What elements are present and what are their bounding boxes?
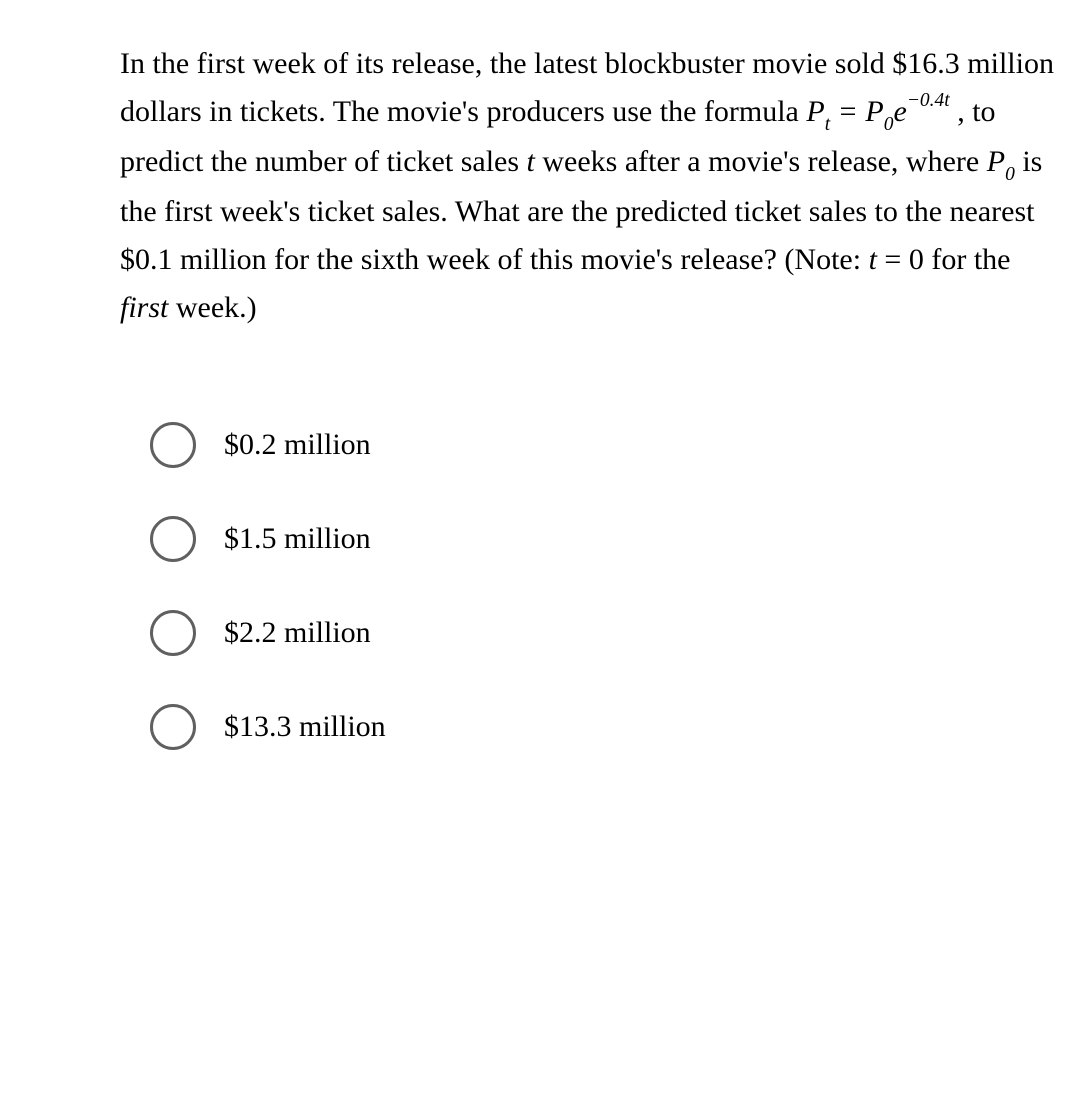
question-P0-P: P [987,145,1005,178]
option-c-label: $2.2 million [224,616,371,650]
formula-exp: −0.4t [907,90,950,111]
note-t: t [869,243,877,276]
note-first: first [120,291,168,324]
option-a-label: $0.2 million [224,428,371,462]
question-text: In the first week of its release, the la… [120,40,1065,332]
radio-icon[interactable] [150,704,196,750]
question-P0-0: 0 [1005,164,1015,185]
radio-icon[interactable] [150,516,196,562]
formula-eq: = [830,95,865,128]
formula: Pt = P0e−0.4t [806,95,957,128]
note-end: week.) [168,291,256,324]
formula-P0: P [865,95,883,128]
options-list: $0.2 million $1.5 million $2.2 million $… [150,422,1065,750]
option-c[interactable]: $2.2 million [150,610,1065,656]
formula-sub-0: 0 [884,114,894,135]
radio-icon[interactable] [150,422,196,468]
formula-sub-t: t [825,114,830,135]
option-b[interactable]: $1.5 million [150,516,1065,562]
option-d[interactable]: $13.3 million [150,704,1065,750]
option-a[interactable]: $0.2 million [150,422,1065,468]
question-P0: P0 [987,145,1015,178]
radio-icon[interactable] [150,610,196,656]
option-d-label: $13.3 million [224,710,386,744]
formula-e: e [893,95,906,128]
question-t: t [527,145,535,178]
option-b-label: $1.5 million [224,522,371,556]
formula-P: P [806,95,824,128]
question-part2b: weeks after a movie's release, where [535,145,987,178]
note-eq: = 0 for the [877,243,1011,276]
